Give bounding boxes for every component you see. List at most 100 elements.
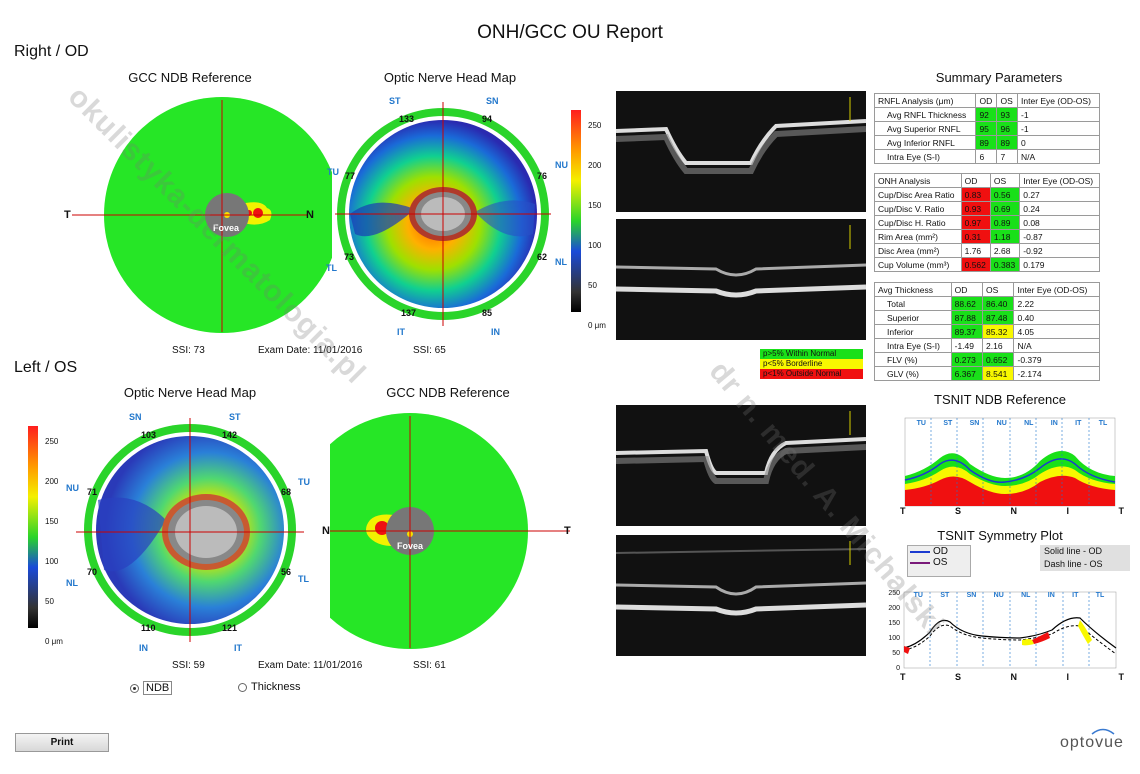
legend-outside-normal: p<1% Outside Normal — [760, 369, 863, 379]
od-ssi-onh: SSI: 65 — [413, 345, 446, 356]
radio-thickness-indicator[interactable] — [238, 682, 247, 692]
table-cell: 0 — [1017, 135, 1100, 150]
section-right-od: Right / OD — [14, 43, 89, 60]
od-onh-tu-value: 77 — [345, 171, 356, 181]
summary-title: Summary Parameters — [935, 70, 1063, 85]
table-cell: Cup/Disc Area Ratio — [874, 187, 962, 202]
sym-ytick: 150 — [888, 620, 900, 627]
table-row: Cup/Disc Area Ratio 0.83 0.56 0.27 — [874, 187, 1100, 202]
tsnit-sector-st: ST — [943, 420, 953, 427]
radio-ndb-label: NDB — [143, 681, 173, 695]
table-row: Avg RNFL Thickness 92 93 -1 — [873, 107, 1100, 122]
od-oct-scan-2[interactable] — [616, 219, 866, 340]
os-onh-it-value: 121 — [222, 623, 238, 633]
os-fovea-label: Fovea — [397, 541, 424, 551]
symmetry-sector-labels: TU ST SN NU NL IN IT TL — [905, 592, 1113, 599]
sym-sector-tu: TU — [913, 592, 923, 599]
sym-xtick: S — [954, 672, 961, 682]
table-cell: 0.273 — [950, 352, 984, 367]
os-onh-sn-label: SN — [129, 412, 142, 422]
avg-h0: Avg Thickness — [874, 282, 952, 297]
section-left-os: Left / OS — [14, 359, 78, 376]
table-cell: 89 — [996, 135, 1019, 150]
radio-thickness[interactable]: Thickness — [238, 681, 301, 693]
sym-ytick: 100 — [888, 635, 900, 642]
legend-od: OD — [908, 546, 970, 557]
os-onh-st-label: ST — [229, 412, 241, 422]
rnfl-h1: OD — [975, 93, 998, 108]
os-oct-scan-1[interactable] — [616, 405, 866, 526]
table-row: Avg Superior RNFL 95 96 -1 — [873, 121, 1100, 136]
od-onh-tu-label: TU — [327, 167, 339, 177]
od-onh-map[interactable] — [335, 94, 575, 336]
os-tick-0: 0 μm — [45, 637, 63, 646]
os-onh-in-label: IN — [139, 643, 148, 653]
os-onh-sn-value: 103 — [141, 430, 157, 440]
onh-h1: OD — [960, 173, 991, 188]
tsnit-ndb-chart — [904, 417, 1116, 507]
os-colorbar-ticks: 250 200 150 100 50 0 μm — [45, 422, 63, 662]
os-colorbar — [28, 426, 38, 628]
table-cell: -2.174 — [1013, 366, 1100, 381]
radio-ndb[interactable]: NDB — [130, 681, 173, 695]
tsnit-xtick: S — [954, 506, 961, 516]
table-cell: 0.27 — [1019, 187, 1100, 202]
table-cell: 0.40 — [1013, 310, 1100, 325]
table-row: Intra Eye (S-I) -1.49 2.16 N/A — [874, 338, 1100, 353]
od-onh-it-label: IT — [397, 327, 405, 337]
tsnit-symmetry-title: TSNIT Symmetry Plot — [937, 528, 1063, 543]
tsnit-xtick: I — [1066, 506, 1069, 516]
tsnit-sector-tl: TL — [1098, 420, 1108, 427]
os-onh-tl-value: 56 — [281, 567, 292, 577]
table-row: FLV (%) 0.273 0.652 -0.379 — [874, 352, 1100, 367]
radio-ndb-indicator[interactable] — [130, 683, 139, 693]
tsnit-sector-labels: TU ST SN NU NL IN IT TL — [908, 420, 1116, 427]
os-onh-map[interactable] — [76, 410, 316, 652]
table-row: Cup/Disc H. Ratio 0.97 0.89 0.08 — [874, 215, 1100, 230]
table-cell: 6 — [975, 149, 998, 164]
symmetry-legend: OD OS — [907, 545, 971, 577]
table-cell: Avg RNFL Thickness — [873, 107, 977, 122]
od-onh-nl-label: NL — [555, 257, 567, 267]
od-tick-100: 100 — [588, 241, 602, 250]
solid-line-key: Solid line - OD — [1044, 546, 1103, 556]
tsnit-sector-nl: NL — [1024, 420, 1034, 427]
os-onh-nl-label: NL — [66, 578, 78, 588]
sym-sector-tl: TL — [1095, 592, 1105, 599]
radio-thickness-label: Thickness — [251, 681, 301, 693]
table-cell: 0.24 — [1019, 201, 1100, 216]
legend-os-label: OS — [933, 557, 948, 568]
table-cell: 6.367 — [950, 366, 984, 381]
print-button[interactable]: Print — [15, 733, 109, 752]
report-title: ONH/GCC OU Report — [477, 22, 663, 43]
os-onh-nl-value: 70 — [87, 567, 98, 577]
os-gcc-ndb-map[interactable] — [330, 410, 580, 652]
od-onh-st-value: 133 — [399, 114, 415, 124]
table-row: Cup Volume (mm³) 0.562 0.383 0.179 — [874, 257, 1100, 272]
tsnit-xtick: N — [1010, 506, 1017, 516]
od-oct-scan-1[interactable] — [616, 91, 866, 212]
os-oct-scan-2[interactable] — [616, 535, 866, 656]
table-row: Inferior 89.37 85.32 4.05 — [874, 324, 1100, 339]
table-cell: 86.40 — [982, 296, 1015, 311]
table-cell: -0.92 — [1019, 243, 1100, 258]
os-tick-250: 250 — [45, 437, 59, 446]
od-onh-nu-label: NU — [555, 160, 568, 170]
legend-borderline: p<5% Borderline — [760, 359, 863, 369]
table-cell: 8.541 — [982, 366, 1015, 381]
table-cell: 88.62 — [950, 296, 984, 311]
table-cell: 95 — [975, 121, 998, 136]
legend-os: OS — [908, 557, 970, 568]
od-onh-nu-value: 76 — [537, 171, 548, 181]
table-cell: Intra Eye (S-I) — [874, 338, 952, 353]
avg-h3: Inter Eye (OD-OS) — [1013, 282, 1100, 297]
logo-arc-icon — [1091, 728, 1115, 735]
onh-h3: Inter Eye (OD-OS) — [1019, 173, 1100, 188]
sym-sector-sn: SN — [966, 592, 977, 599]
table-cell: 92 — [975, 107, 998, 122]
od-gcc-title: GCC NDB Reference — [128, 70, 252, 85]
table-cell: 0.383 — [989, 257, 1021, 272]
table-cell: 0.83 — [960, 187, 991, 202]
os-gcc-label-n: N — [322, 525, 330, 537]
od-gcc-ndb-map[interactable] — [62, 94, 332, 336]
